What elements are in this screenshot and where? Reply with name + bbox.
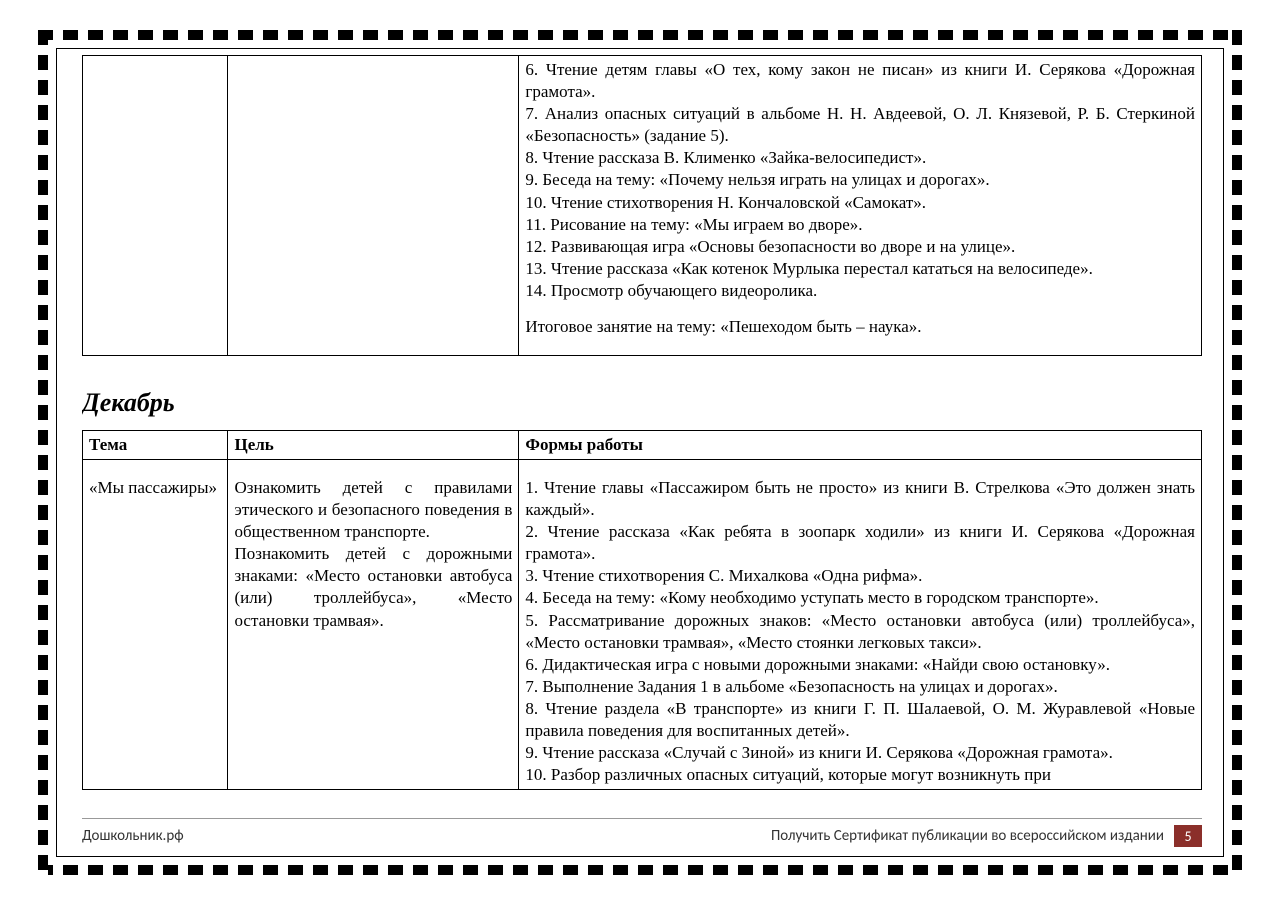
goal-text: Ознакомить детей с правилами этического … — [234, 477, 512, 632]
plan-table-december: Тема Цель Формы работы «Мы пассажиры» Оз… — [82, 430, 1202, 790]
month-heading: Декабрь — [82, 386, 1202, 420]
page: 6. Чтение детям главы «О тех, кому закон… — [0, 0, 1280, 905]
forms-text: 6. Чтение детям главы «О тех, кому закон… — [525, 59, 1195, 302]
table-row: 6. Чтение детям главы «О тех, кому закон… — [83, 56, 1202, 356]
footer-site: Дошкольник.рф — [82, 827, 184, 845]
document-content: 6. Чтение детям главы «О тех, кому закон… — [82, 55, 1202, 800]
topic-text: «Мы пассажиры» — [89, 478, 217, 497]
page-footer: Дошкольник.рф Получить Сертификат публик… — [82, 818, 1202, 847]
goal-cell: Ознакомить детей с правилами этического … — [228, 460, 519, 790]
topic-cell — [83, 56, 228, 356]
summary-text: Итоговое занятие на тему: «Пешеходом быт… — [525, 316, 1195, 338]
forms-text: 1. Чтение главы «Пассажиром быть не прос… — [525, 477, 1195, 786]
forms-cell: 1. Чтение главы «Пассажиром быть не прос… — [519, 460, 1202, 790]
goal-cell — [228, 56, 519, 356]
plan-table-continuation: 6. Чтение детям главы «О тех, кому закон… — [82, 55, 1202, 356]
table-row: «Мы пассажиры» Ознакомить детей с правил… — [83, 460, 1202, 790]
forms-cell: 6. Чтение детям главы «О тех, кому закон… — [519, 56, 1202, 356]
header-forms: Формы работы — [519, 430, 1202, 459]
topic-cell: «Мы пассажиры» — [83, 460, 228, 790]
footer-cert-link[interactable]: Получить Сертификат публикации во всерос… — [771, 827, 1164, 845]
header-goal: Цель — [228, 430, 519, 459]
page-number-badge: 5 — [1174, 825, 1202, 847]
table-header-row: Тема Цель Формы работы — [83, 430, 1202, 459]
header-topic: Тема — [83, 430, 228, 459]
